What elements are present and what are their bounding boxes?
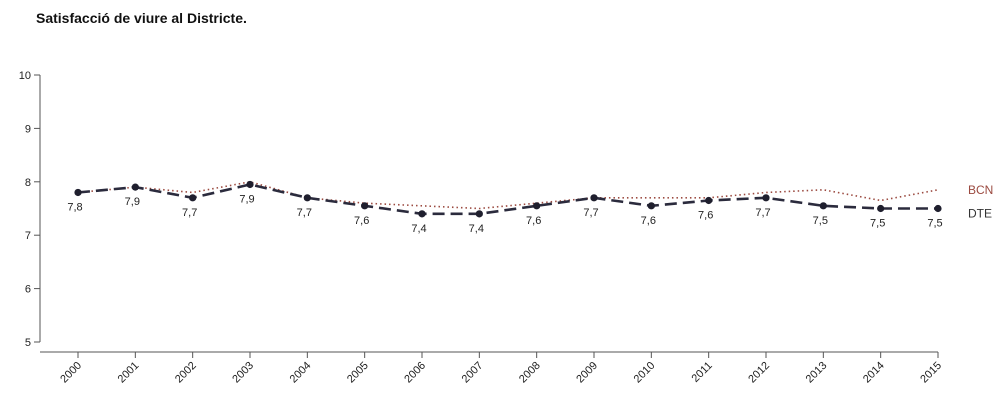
data-point <box>475 210 483 218</box>
data-label: 7,6 <box>526 215 541 227</box>
x-tick-label: 2000 <box>58 360 84 386</box>
data-point <box>762 194 770 202</box>
data-point <box>131 183 139 191</box>
x-tick-label: 2006 <box>402 360 428 386</box>
data-point <box>74 188 82 197</box>
x-tick-label: 2015 <box>918 360 944 386</box>
data-point <box>246 180 254 189</box>
x-tick-label: 2007 <box>460 360 486 386</box>
data-point <box>590 194 598 202</box>
x-tick-label: 2005 <box>345 360 371 386</box>
data-point <box>877 204 885 213</box>
data-label: 7,4 <box>411 223 426 235</box>
y-tick-label: 7 <box>25 230 31 242</box>
data-point <box>533 202 541 210</box>
legend-label-bcn: BCN <box>968 183 993 197</box>
x-tick-label: 2004 <box>288 360 314 386</box>
data-label: 7,5 <box>813 215 828 227</box>
data-label: 7,6 <box>354 215 369 227</box>
x-tick-label: 2012 <box>746 360 772 386</box>
data-point <box>705 196 713 205</box>
series-line-dte <box>77 183 938 216</box>
y-tick-label: 9 <box>25 123 31 135</box>
data-point <box>647 202 655 210</box>
chart-title: Satisfacció de viure al Districte. <box>36 10 247 26</box>
x-tick-label: 2008 <box>517 360 543 386</box>
data-label: 7,8 <box>67 201 82 213</box>
y-tick-label: 8 <box>25 177 31 189</box>
data-point <box>819 202 827 210</box>
series-line-bcn <box>77 180 939 210</box>
data-label: 7,7 <box>583 207 598 219</box>
data-label: 7,7 <box>755 207 770 219</box>
data-label: 7,5 <box>927 218 942 230</box>
x-tick-label: 2013 <box>804 360 830 386</box>
x-tick-label: 2010 <box>632 360 658 386</box>
data-label: 7,9 <box>239 193 254 205</box>
data-label: 7,4 <box>469 223 484 235</box>
data-point <box>418 210 426 218</box>
y-tick-label: 6 <box>25 284 31 296</box>
x-tick-label: 2011 <box>690 360 715 385</box>
data-label: 7,7 <box>182 207 197 219</box>
x-tick-label: 2003 <box>230 360 256 386</box>
data-label: 7,6 <box>641 215 656 227</box>
data-point <box>934 204 942 213</box>
data-point <box>361 202 369 210</box>
y-tick-label: 5 <box>25 337 31 349</box>
data-label: 7,5 <box>870 218 885 230</box>
y-tick-label: 10 <box>19 70 31 82</box>
x-tick-label: 2001 <box>116 360 142 386</box>
data-point <box>303 194 311 202</box>
data-label: 7,6 <box>698 209 713 221</box>
x-tick-label: 2009 <box>574 360 600 386</box>
x-tick-label: 2002 <box>173 360 199 386</box>
data-point <box>189 194 197 202</box>
x-tick-label: 2014 <box>861 360 887 386</box>
data-label: 7,7 <box>297 207 312 219</box>
data-label: 7,9 <box>125 196 140 208</box>
legend-label-dte: DTE <box>968 207 992 221</box>
